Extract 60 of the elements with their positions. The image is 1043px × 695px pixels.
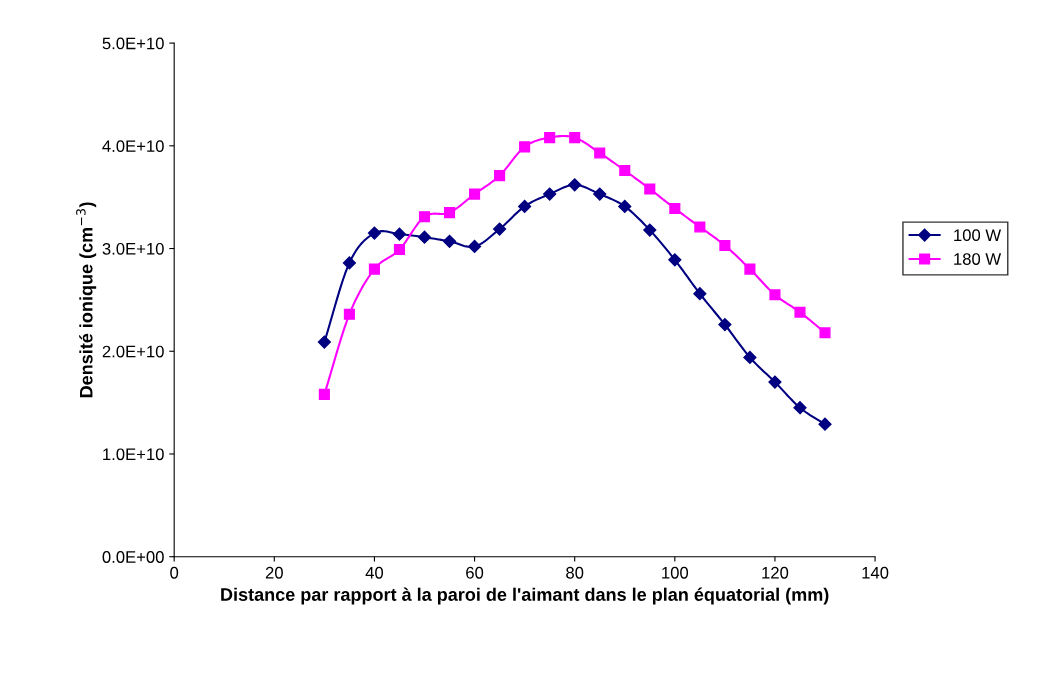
x-tick-label: 100	[662, 566, 689, 579]
point	[668, 253, 682, 267]
x-tick-label: 140	[862, 566, 889, 579]
point	[418, 211, 431, 223]
point	[367, 226, 382, 240]
point	[518, 199, 532, 214]
point	[693, 287, 707, 301]
point	[593, 187, 607, 201]
point	[317, 335, 331, 349]
point	[318, 388, 330, 400]
y-tick-label: 0.0E+00	[102, 551, 164, 563]
point	[469, 188, 481, 200]
legend-label: 180 W	[954, 253, 1002, 265]
point	[769, 289, 781, 301]
y-tick-label: 3.0E+10	[102, 242, 164, 255]
point	[644, 183, 656, 195]
point	[568, 178, 582, 192]
y-tick-label: 1.0E+10	[103, 448, 164, 461]
point	[467, 239, 482, 254]
point	[569, 132, 581, 144]
legend-label: 100 W	[954, 229, 1002, 242]
x-axis-title: Distance par rapport à la paroi de l'aimant dans le plan équatorial (mm)	[221, 587, 829, 605]
point	[793, 401, 807, 415]
point	[594, 147, 606, 159]
point	[543, 187, 557, 201]
x-tick-label: 40	[365, 566, 384, 579]
point	[393, 244, 406, 256]
point	[643, 223, 657, 237]
y-tick-label: 5.0E+10	[102, 37, 164, 50]
point	[694, 221, 706, 233]
point	[343, 308, 355, 320]
point	[544, 132, 556, 144]
point	[443, 207, 456, 219]
y-tick-label: 2.0E+10	[102, 345, 164, 358]
point	[417, 230, 432, 244]
point	[493, 222, 507, 236]
point	[718, 317, 732, 332]
x-tick-label: 0	[170, 566, 179, 579]
point	[442, 234, 457, 248]
point	[743, 350, 757, 365]
point	[619, 164, 631, 177]
point	[719, 239, 731, 252]
point	[819, 327, 831, 339]
x-tick-label: 20	[265, 566, 283, 579]
x-tick-label: 80	[566, 566, 584, 579]
point	[368, 263, 380, 275]
point	[342, 256, 356, 270]
point	[519, 141, 531, 153]
x-tick-label: 120	[762, 566, 789, 579]
point	[768, 375, 782, 389]
point	[794, 306, 806, 318]
point	[818, 417, 832, 431]
x-tick-label: 60	[466, 566, 484, 579]
point	[669, 202, 681, 215]
y-axis-title: Densité ionique (cm$^{−3}$)	[76, 202, 97, 398]
y-tick-label: 4.0E+10	[102, 140, 164, 153]
point	[618, 199, 632, 214]
point	[392, 227, 407, 241]
point	[744, 263, 756, 275]
point	[494, 170, 506, 182]
